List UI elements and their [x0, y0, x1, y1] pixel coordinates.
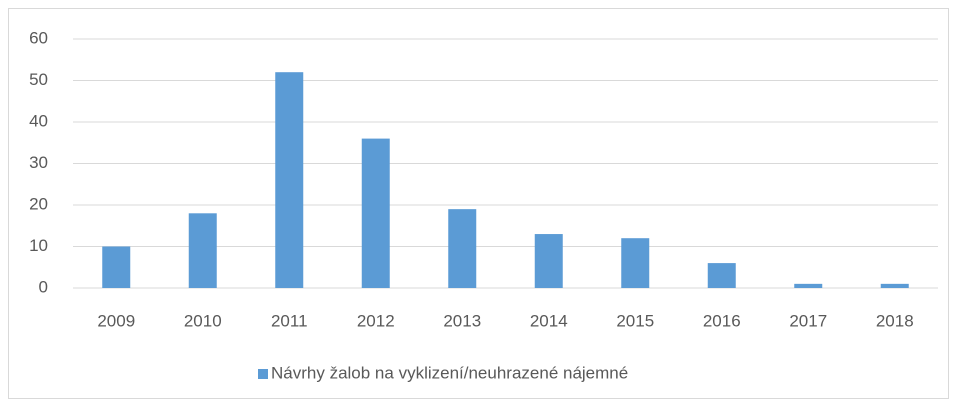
y-tick-label: 20: [29, 194, 48, 213]
bar: [275, 72, 304, 288]
y-tick-label: 0: [39, 277, 48, 296]
bar: [880, 283, 909, 288]
x-tick-label: 2013: [443, 311, 481, 330]
x-tick-label: 2011: [271, 311, 308, 330]
x-tick-label: 2012: [357, 311, 395, 330]
bar: [707, 263, 736, 288]
x-tick-label: 2018: [876, 311, 914, 330]
x-tick-label: 2010: [184, 311, 222, 330]
y-tick-label: 30: [29, 153, 48, 172]
x-tick-label: 2017: [789, 311, 827, 330]
bar: [621, 238, 650, 288]
y-tick-label: 40: [29, 111, 48, 130]
bar: [794, 283, 823, 288]
x-tick-label: 2014: [530, 311, 568, 330]
y-tick-label: 50: [29, 70, 48, 89]
bar: [448, 209, 477, 288]
bar: [188, 213, 217, 288]
chart-frame: [8, 8, 949, 399]
legend-label: Návrhy žalob na vyklizení/neuhrazené náj…: [271, 363, 628, 382]
legend-swatch: [258, 369, 268, 379]
x-tick-label: 2009: [97, 311, 135, 330]
bar: [102, 246, 131, 288]
x-tick-label: 2015: [616, 311, 654, 330]
x-tick-label: 2016: [703, 311, 741, 330]
y-tick-label: 60: [29, 28, 48, 47]
bar: [534, 234, 563, 288]
bar: [361, 138, 390, 288]
y-tick-label: 10: [29, 236, 48, 255]
